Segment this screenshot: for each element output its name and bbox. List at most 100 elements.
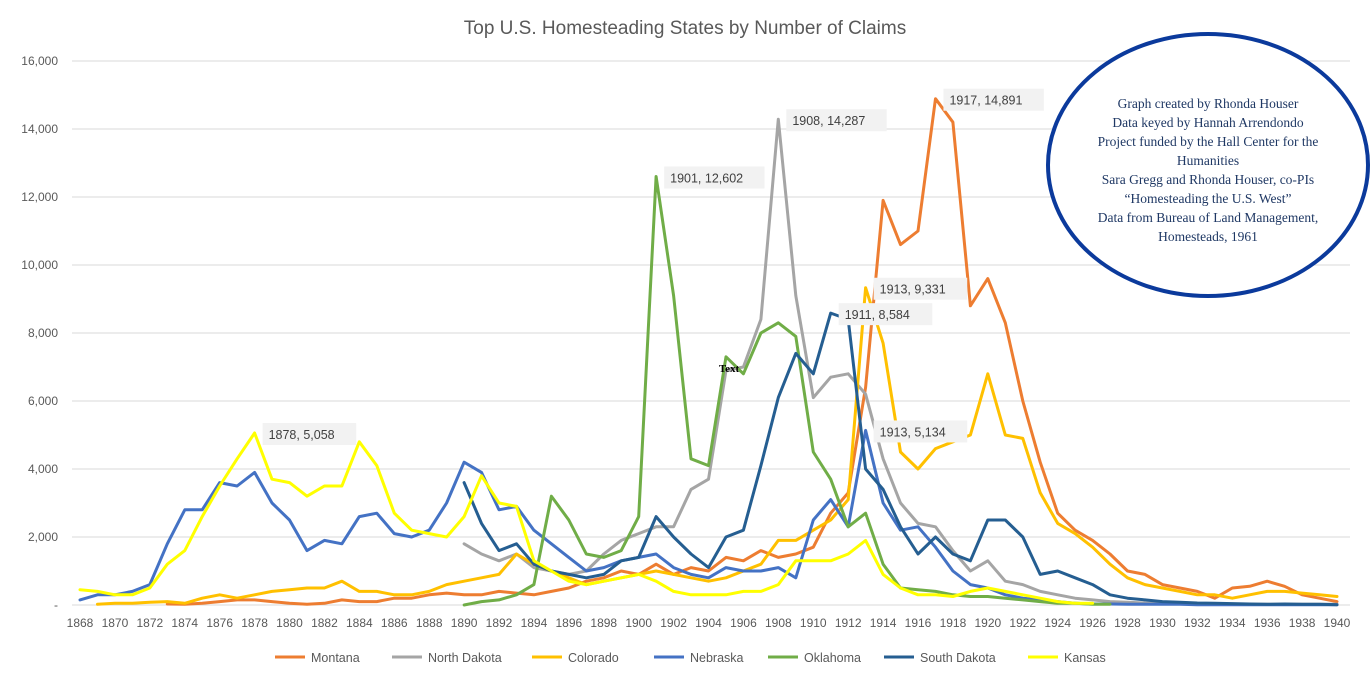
legend-item: Nebraska: [654, 651, 744, 665]
legend-item: South Dakota: [884, 651, 996, 665]
y-tick-label: 6,000: [28, 394, 58, 408]
x-tick-label: 1902: [660, 616, 687, 630]
x-tick-label: 1890: [451, 616, 478, 630]
callout-label: 1913, 5,134: [880, 425, 946, 439]
x-tick-label: 1906: [730, 616, 757, 630]
y-tick-label: 10,000: [21, 258, 58, 272]
credit-line: Data from Bureau of Land Management,: [1098, 210, 1318, 225]
x-tick-label: 1918: [940, 616, 967, 630]
x-tick-label: 1878: [241, 616, 268, 630]
x-tick-label: 1874: [171, 616, 198, 630]
callout-box: [873, 277, 968, 300]
legend-label: Colorado: [568, 651, 619, 665]
x-tick-label: 1936: [1254, 616, 1281, 630]
y-axis-ticks: 16,000 14,000 12,000 10,000 8,000 6,000 4,000 2…: [21, 54, 58, 612]
series-line-colorado: [96, 286, 1339, 606]
legend-item: Kansas: [1028, 651, 1106, 665]
x-tick-label: 1886: [381, 616, 408, 630]
credit-line: Humanities: [1177, 153, 1239, 168]
x-tick-label: 1884: [346, 616, 373, 630]
x-tick-label: 1900: [625, 616, 652, 630]
x-tick-label: 1894: [521, 616, 548, 630]
legend-item: Colorado: [532, 651, 619, 665]
callout-label: 1878, 5,058: [269, 428, 335, 442]
x-tick-label: 1920: [974, 616, 1001, 630]
x-tick-label: 1868: [67, 616, 94, 630]
callout-box: [838, 303, 933, 326]
x-tick-label: 1934: [1219, 616, 1246, 630]
credit-line: “Homesteading the U.S. West”: [1124, 191, 1291, 206]
x-tick-label: 1892: [486, 616, 513, 630]
data-callout: 1913, 5,134: [873, 420, 968, 443]
data-callout: 1911, 8,584: [838, 303, 933, 326]
legend-label: North Dakota: [428, 651, 502, 665]
callout-label: 1913, 9,331: [880, 283, 946, 297]
legend-label: South Dakota: [920, 651, 996, 665]
x-tick-label: 1922: [1009, 616, 1036, 630]
legend-label: Montana: [311, 651, 360, 665]
x-tick-label: 1896: [555, 616, 582, 630]
credit-line: Project funded by the Hall Center for th…: [1098, 134, 1319, 149]
x-tick-label: 1898: [590, 616, 617, 630]
series-line-kansas: [78, 431, 1095, 605]
x-tick-label: 1914: [870, 616, 897, 630]
x-tick-label: 1908: [765, 616, 792, 630]
x-tick-label: 1916: [905, 616, 932, 630]
data-callout: 1901, 12,602: [664, 166, 765, 189]
x-tick-label: 1924: [1044, 616, 1071, 630]
y-tick-label: -: [54, 598, 58, 612]
series-line-montana: [165, 97, 1339, 606]
y-tick-label: 4,000: [28, 462, 58, 476]
x-axis-ticks: 1868 1870 1872 1874 1876 1878 1880 1882 1884 1886…: [67, 616, 1351, 630]
y-tick-label: 12,000: [21, 190, 58, 204]
x-tick-label: 1888: [416, 616, 443, 630]
series-line-nebraska: [78, 428, 1339, 607]
y-tick-label: 14,000: [21, 122, 58, 136]
legend-label: Kansas: [1064, 651, 1106, 665]
callout-label: 1911, 8,584: [845, 308, 910, 322]
x-tick-label: 1912: [835, 616, 862, 630]
legend-label: Nebraska: [690, 651, 744, 665]
callout-box: [786, 109, 887, 132]
x-tick-label: 1904: [695, 616, 722, 630]
x-tick-label: 1926: [1079, 616, 1106, 630]
stray-text-label: Text: [719, 363, 740, 375]
callout-box: [943, 88, 1044, 111]
credits-text: Graph created by Rhonda Houser Data keyed…: [1098, 96, 1319, 244]
credit-line: Graph created by Rhonda Houser: [1118, 96, 1299, 111]
callout-label: 1917, 14,891: [949, 94, 1022, 108]
x-tick-label: 1932: [1184, 616, 1211, 630]
gridlines: [72, 60, 1350, 606]
legend: Montana North Dakota Colorado Nebraska Oklah…: [275, 651, 1106, 665]
x-tick-label: 1930: [1149, 616, 1176, 630]
credit-line: Data keyed by Hannah Arrendondo: [1112, 115, 1303, 130]
callout-box: [262, 423, 357, 446]
data-callout: 1913, 9,331: [873, 277, 968, 300]
legend-item: Montana: [275, 651, 360, 665]
callout-label: 1908, 14,287: [792, 114, 865, 128]
callout-label: 1901, 12,602: [670, 172, 743, 186]
series-line-south-dakota: [462, 311, 1339, 607]
callout-box: [664, 166, 765, 189]
x-tick-label: 1928: [1114, 616, 1141, 630]
y-tick-label: 2,000: [28, 530, 58, 544]
data-callout: 1917, 14,891: [943, 88, 1044, 111]
data-callouts: 1878, 5,058 1901, 12,602 1908, 14,287 1911,…: [262, 88, 1044, 446]
legend-item: Oklahoma: [768, 651, 861, 665]
callout-box: [873, 420, 968, 443]
x-tick-label: 1940: [1324, 616, 1351, 630]
legend-item: North Dakota: [392, 651, 502, 665]
data-callout: 1878, 5,058: [262, 423, 357, 446]
x-tick-label: 1882: [311, 616, 338, 630]
x-tick-label: 1872: [136, 616, 163, 630]
credit-line: Sara Gregg and Rhonda Houser, co-PIs: [1102, 172, 1314, 187]
series-line-oklahoma: [462, 175, 1112, 607]
credits-box: Graph created by Rhonda Houser Data keyed…: [1046, 32, 1370, 298]
data-callout: 1908, 14,287: [786, 109, 887, 132]
x-tick-label: 1870: [102, 616, 129, 630]
y-tick-label: 8,000: [28, 326, 58, 340]
x-tick-label: 1876: [206, 616, 233, 630]
chart-title: Top U.S. Homesteading States by Number o…: [464, 18, 906, 39]
y-tick-label: 16,000: [21, 54, 58, 68]
